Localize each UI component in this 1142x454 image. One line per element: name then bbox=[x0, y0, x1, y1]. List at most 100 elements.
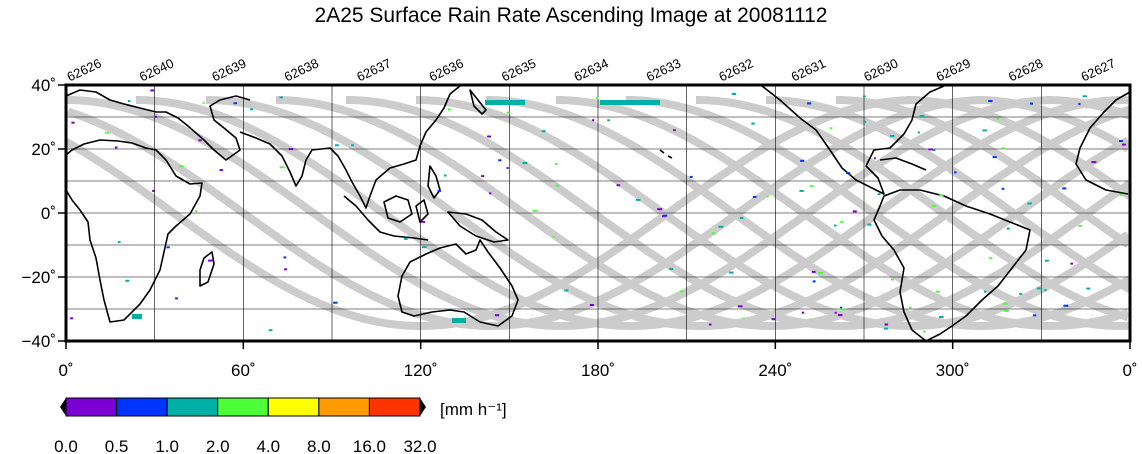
orbit-swath bbox=[766, 96, 1132, 293]
rain-speck bbox=[333, 301, 338, 304]
rain-speck bbox=[992, 156, 997, 159]
rain-speck bbox=[711, 232, 716, 235]
rain-speck bbox=[71, 121, 75, 124]
rain-speck bbox=[873, 157, 876, 160]
rain-speck bbox=[839, 308, 845, 311]
rain-speck bbox=[596, 97, 599, 100]
rain-speck bbox=[1119, 193, 1124, 196]
orbit-swath bbox=[346, 96, 1133, 330]
rain-speck bbox=[830, 127, 833, 130]
rain-speck bbox=[1082, 95, 1087, 98]
coastline-sulawesi bbox=[415, 199, 429, 223]
rain-speck bbox=[589, 304, 594, 306]
rain-speck bbox=[219, 169, 223, 172]
colorbar-tick-label: 4.0 bbox=[256, 437, 280, 454]
x-tick-label: 0˚ bbox=[58, 361, 73, 380]
rain-speck bbox=[592, 119, 595, 122]
colorbar-under-arrow bbox=[60, 398, 66, 416]
rain-speck bbox=[635, 198, 641, 201]
rain-speck bbox=[175, 297, 178, 300]
rain-speck bbox=[834, 311, 837, 314]
coastline-europe-middle-east bbox=[65, 89, 251, 161]
rain-speck bbox=[954, 171, 957, 174]
rain-speck bbox=[840, 306, 843, 309]
rain-speck bbox=[279, 166, 285, 169]
rain-speck bbox=[532, 209, 538, 212]
rain-speck bbox=[939, 194, 944, 197]
coastline-east-asia bbox=[351, 85, 461, 209]
coastline-borneo bbox=[383, 195, 413, 223]
rain-speck bbox=[877, 193, 881, 196]
rain-speck bbox=[105, 131, 110, 134]
rain-speck bbox=[444, 174, 447, 177]
colorbar-tick-labels: 0.0 0.5 1.0 2.0 4.0 8.0 16.0 32.0 bbox=[54, 437, 436, 454]
rain-speck bbox=[996, 117, 1000, 120]
colorbar: [mm h⁻¹] 0.0 0.5 1.0 2.0 4.0 8.0 16.0 32.0 bbox=[54, 397, 507, 454]
rain-speck bbox=[1027, 202, 1032, 205]
rain-speck bbox=[922, 330, 926, 333]
rain-speck bbox=[935, 290, 940, 293]
rain-speck bbox=[351, 144, 354, 147]
colorbar-tick-label: 1.0 bbox=[155, 437, 179, 454]
rain-speck bbox=[555, 184, 560, 187]
rain-speck bbox=[919, 115, 925, 117]
rain-speck bbox=[766, 195, 769, 198]
rain-speck bbox=[283, 256, 287, 259]
y-tick-label: 40˚ bbox=[31, 76, 56, 95]
rain-cluster bbox=[452, 318, 466, 323]
orbit-number-label: 62640 bbox=[137, 55, 176, 84]
rain-speck bbox=[279, 96, 283, 99]
rain-speck bbox=[883, 327, 888, 330]
rain-speck bbox=[800, 159, 805, 162]
coastline-philippines bbox=[427, 165, 441, 199]
rain-speck bbox=[673, 129, 676, 132]
orbit-number-label: 62635 bbox=[499, 55, 538, 84]
rain-speck bbox=[494, 314, 500, 317]
colorbar-tick-label: 16.0 bbox=[353, 437, 386, 454]
rain-speck bbox=[928, 148, 934, 151]
rain-speck bbox=[564, 289, 569, 292]
rain-speck bbox=[799, 189, 804, 192]
coastline-madagascar bbox=[199, 251, 215, 287]
rain-speck bbox=[1044, 289, 1047, 292]
rain-speck bbox=[938, 316, 944, 318]
rain-speck bbox=[771, 318, 776, 321]
orbit-swath bbox=[836, 96, 1131, 248]
x-tick-label: 300˚ bbox=[936, 361, 970, 380]
rain-speck bbox=[128, 100, 131, 102]
rain-speck bbox=[708, 323, 712, 326]
rain-speck bbox=[1029, 102, 1033, 105]
rain-rate-observations bbox=[70, 89, 1126, 333]
orbit-number-label: 62632 bbox=[716, 55, 755, 84]
rain-speck bbox=[198, 139, 202, 142]
coastline-australia bbox=[397, 239, 519, 327]
colorbar-cell bbox=[318, 397, 370, 417]
rain-speck bbox=[852, 210, 857, 213]
rain-speck bbox=[250, 108, 253, 111]
rain-speck bbox=[1001, 147, 1005, 150]
latitude-axis: 40˚ 20˚ 0˚ −20˚ −40˚ bbox=[22, 76, 66, 351]
rain-speck bbox=[807, 102, 812, 105]
rain-speck bbox=[487, 135, 491, 138]
rain-speck bbox=[689, 175, 693, 178]
figure-title: 2A25 Surface Rain Rate Ascending Image a… bbox=[315, 4, 828, 27]
map-gridlines bbox=[66, 85, 1130, 341]
rain-speck bbox=[737, 305, 743, 308]
map-panel bbox=[64, 83, 1133, 343]
rain-speck bbox=[818, 272, 823, 274]
rain-speck bbox=[202, 101, 205, 104]
rain-speck bbox=[607, 119, 610, 122]
orbit-number-label: 62638 bbox=[282, 55, 321, 84]
colorbar-cell bbox=[267, 397, 320, 417]
coastline-japan bbox=[469, 89, 487, 115]
rain-speck bbox=[988, 100, 993, 102]
rain-speck bbox=[718, 225, 724, 228]
rain-speck bbox=[867, 223, 872, 226]
rain-speck bbox=[1091, 161, 1097, 164]
y-tick-label: −20˚ bbox=[22, 268, 57, 287]
rain-speck bbox=[1070, 262, 1073, 265]
rain-speck bbox=[663, 214, 668, 217]
rain-speck bbox=[752, 195, 757, 198]
rain-speck bbox=[541, 130, 546, 133]
